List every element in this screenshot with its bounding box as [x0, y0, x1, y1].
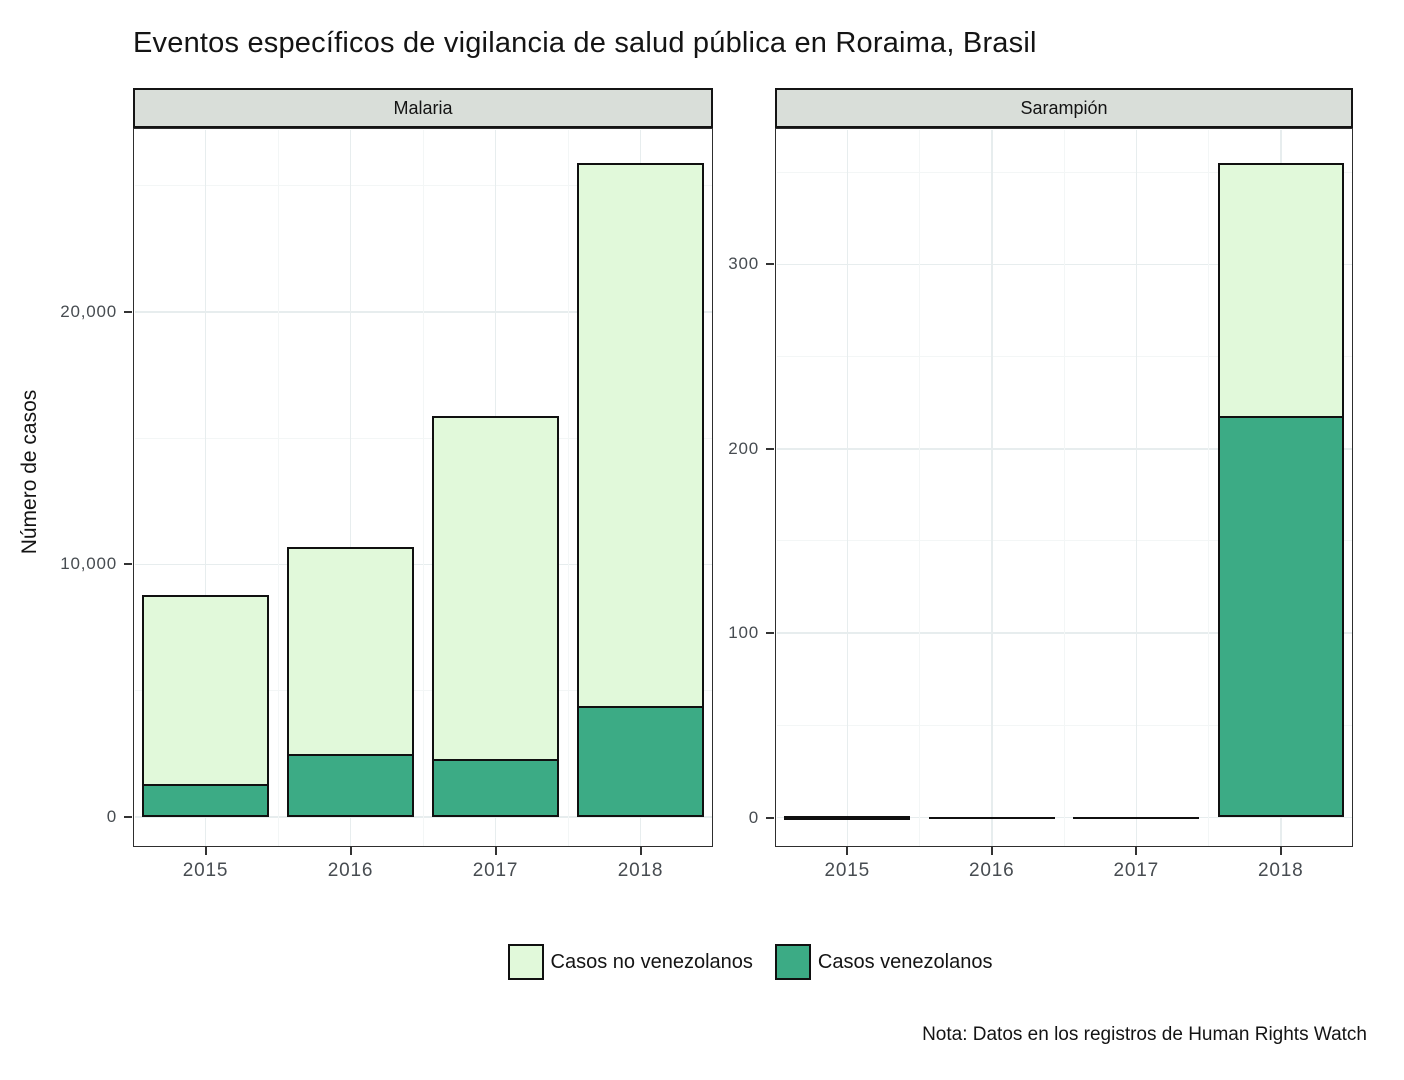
gridline-minor-v [919, 129, 920, 846]
y-tick [766, 447, 774, 450]
gridline-minor-v [1208, 129, 1209, 846]
y-tick-label: 300 [728, 254, 759, 274]
y-tick-label: 0 [106, 806, 117, 826]
legend-swatch-venezolanos [774, 944, 811, 980]
bar-segment-venezolanos [1217, 415, 1344, 818]
bar-segment-no-venezolanos [142, 594, 269, 817]
x-tick-label: 2017 [472, 860, 519, 881]
x-tick-label: 2018 [1258, 860, 1304, 881]
gridline-major-v [204, 129, 207, 846]
y-tick [766, 816, 774, 819]
gridline-minor-v [1063, 129, 1065, 846]
y-tick [766, 632, 774, 635]
bar-segment-no-venezolanos [784, 815, 911, 820]
facet-strip: Sarampión [775, 88, 1353, 128]
x-tick [639, 847, 642, 855]
facet-title: Malaria [393, 97, 453, 118]
y-tick-label: 20,000 [60, 302, 117, 322]
x-tick [990, 847, 993, 855]
x-tick [1135, 847, 1138, 855]
x-tick [494, 847, 497, 855]
bar-segment-no-venezolanos [432, 415, 559, 817]
chart-title: Eventos específicos de vigilancia de sal… [133, 27, 1037, 59]
legend-label-venezolanos: Casos venezolanos [817, 950, 993, 973]
y-tick-label: 100 [728, 623, 759, 643]
gridline-major-v [846, 129, 848, 846]
y-tick [124, 563, 132, 566]
gridline-major-v [349, 129, 352, 846]
facet-strip: Malaria [133, 88, 713, 128]
legend-item-no-venezolanos: Casos no venezolanos [507, 944, 753, 980]
bar-segment-venezolanos [287, 753, 414, 817]
bar-segment-venezolanos [142, 784, 269, 817]
legend-label-no-venezolanos: Casos no venezolanos [550, 950, 753, 973]
legend: Casos no venezolanos Casos venezolanos [48, 944, 1404, 980]
gridline-minor-v [422, 129, 424, 846]
x-tick [846, 847, 849, 855]
bar-segment-venezolanos [577, 705, 704, 817]
bar-segment-venezolanos [432, 758, 559, 817]
x-tick-label: 2015 [824, 860, 870, 881]
legend-swatch-no-venezolanos [507, 944, 544, 980]
x-tick-label: 2016 [327, 860, 374, 881]
bar-zero [1073, 816, 1200, 819]
x-tick [204, 847, 207, 855]
y-tick [124, 815, 132, 818]
legend-item-venezolanos: Casos venezolanos [774, 944, 993, 980]
y-tick-label: 0 [748, 807, 759, 827]
y-tick-label: 200 [728, 438, 759, 458]
gridline-minor-v [277, 129, 279, 846]
y-axis-title: Número de casos [18, 389, 41, 555]
y-tick [766, 263, 774, 266]
gridline-major-v [1135, 129, 1137, 846]
x-tick [349, 847, 352, 855]
facet-title: Sarampión [1020, 97, 1108, 118]
x-tick [1279, 847, 1282, 855]
bar-zero [928, 816, 1055, 819]
y-tick [124, 311, 132, 314]
x-tick-label: 2017 [1113, 860, 1159, 881]
gridline-major-v [991, 129, 993, 846]
source-note: Nota: Datos en los registros de Human Ri… [922, 1024, 1367, 1045]
y-tick-label: 10,000 [60, 554, 117, 574]
gridline-minor-v [567, 129, 569, 846]
x-tick-label: 2015 [182, 860, 229, 881]
x-tick-label: 2016 [969, 860, 1015, 881]
x-tick-label: 2018 [617, 860, 664, 881]
